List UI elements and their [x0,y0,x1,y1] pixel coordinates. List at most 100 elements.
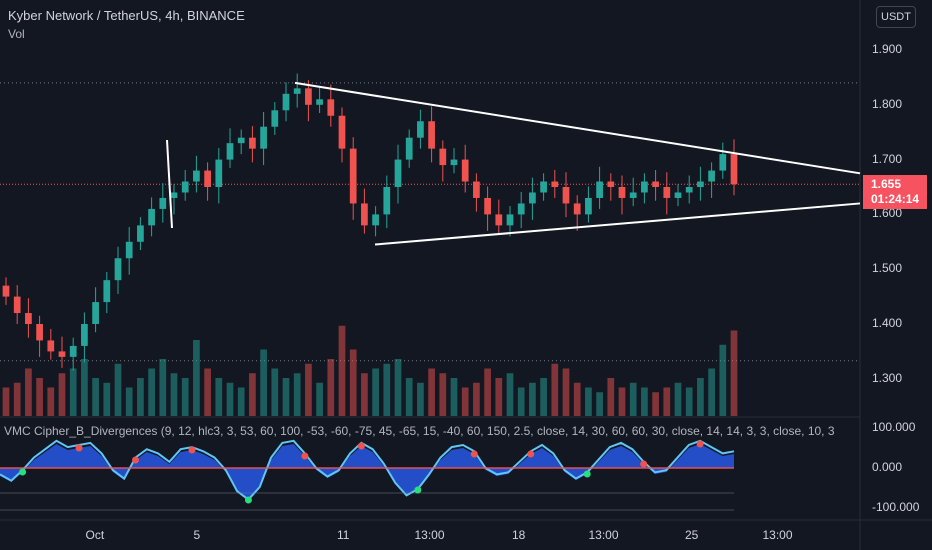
signal-dot [188,446,196,454]
volume-bar [193,340,200,416]
volume-bar [730,330,738,416]
volume-bar [58,373,66,416]
volume-bar [92,378,99,416]
candle-body [529,192,536,204]
candle-body [293,88,301,94]
candle-body [361,203,368,226]
osc-tick-label: -100.000 [872,500,920,514]
lower-trendline [374,202,861,246]
candle-body [69,345,77,357]
candle-body [708,170,715,182]
candle-body [25,313,32,324]
y-tick-label: 1.800 [872,96,903,111]
candle-body [685,187,693,193]
y-tick-label: 1.900 [872,42,903,56]
candle-body [92,302,99,324]
volume-bar [125,387,133,416]
volume-bar [607,378,615,416]
currency-button[interactable]: USDT [876,6,916,28]
x-tick-label: 13:00 [588,528,619,542]
x-tick-label: 13:00 [762,528,793,542]
candle-body [596,181,603,198]
candle-body [327,99,335,116]
volume-bar [25,368,32,416]
candle-body [697,181,704,187]
volume-bar [316,382,323,416]
volume-bar [349,349,357,416]
volume-bar [114,363,122,416]
volume-bar [629,382,637,416]
candle-body [439,148,447,166]
candle-body [428,121,435,149]
volume-bar [685,387,693,416]
signal-dot [357,442,365,450]
volume-bar [428,368,435,416]
volume-bar [249,373,256,416]
candle-body [484,197,491,215]
candle-body [226,143,234,160]
volume-bar [461,387,469,416]
volume-bar [338,325,346,416]
signal-dot [301,452,309,460]
candle-body [607,181,615,187]
x-tick-label: Oct [85,528,105,542]
wave-area [0,444,734,500]
volume-bar [663,387,671,416]
volume-bar [383,363,391,416]
y-tick-label: 1.300 [872,370,903,385]
volume-bar [417,382,424,416]
volume-bar [215,378,223,416]
candle-body [81,324,88,346]
osc-tick-label: 0.000 [872,460,903,474]
candle-body [450,159,458,166]
volume-label: Vol [8,27,25,41]
candle-body [249,137,256,149]
drawn-line [166,139,173,229]
wave-line [0,439,735,501]
volume-bar [573,382,581,416]
signal-dot [132,456,140,464]
volume-bar [47,387,55,416]
candle-body [125,241,133,259]
volume-bar [181,378,189,416]
volume-bar [439,373,447,416]
signal-dot [414,486,422,494]
volume-bar [204,368,211,416]
candle-body [517,203,525,215]
upper-trendline [294,81,861,175]
last-price-value: 1.655 [871,177,902,191]
symbol-title: Kyber Network / TetherUS, 4h, BINANCE [8,8,245,23]
volume-bar [697,378,704,416]
volume-bar [719,344,727,416]
volume-bar [405,378,413,416]
volume-bar [237,387,245,416]
candle-body [170,192,178,198]
candle-body [372,214,379,226]
signal-dot [75,444,83,452]
volume-bar [674,382,682,416]
candle-body [641,181,648,193]
candle-body [540,181,547,193]
volume-bar [69,368,77,416]
signal-dot [583,470,591,478]
volume-bar [596,392,603,416]
y-tick-label: 1.600 [872,206,903,221]
candle-body [551,181,559,187]
candle-body [237,137,245,144]
candle-body [271,110,279,127]
volume-bar [652,392,659,416]
volume-bar [506,373,514,416]
volume-bar [137,378,144,416]
candle-body [159,197,167,209]
candle-body [103,280,111,303]
candle-body [148,208,155,226]
volume-bar [36,378,43,416]
volume-bar [148,368,155,416]
volume-bar [450,378,458,416]
candle-body [730,154,738,185]
candle-body [305,88,312,105]
candle-body [495,214,503,226]
volume-bar [540,378,547,416]
volume-bar [293,373,301,416]
